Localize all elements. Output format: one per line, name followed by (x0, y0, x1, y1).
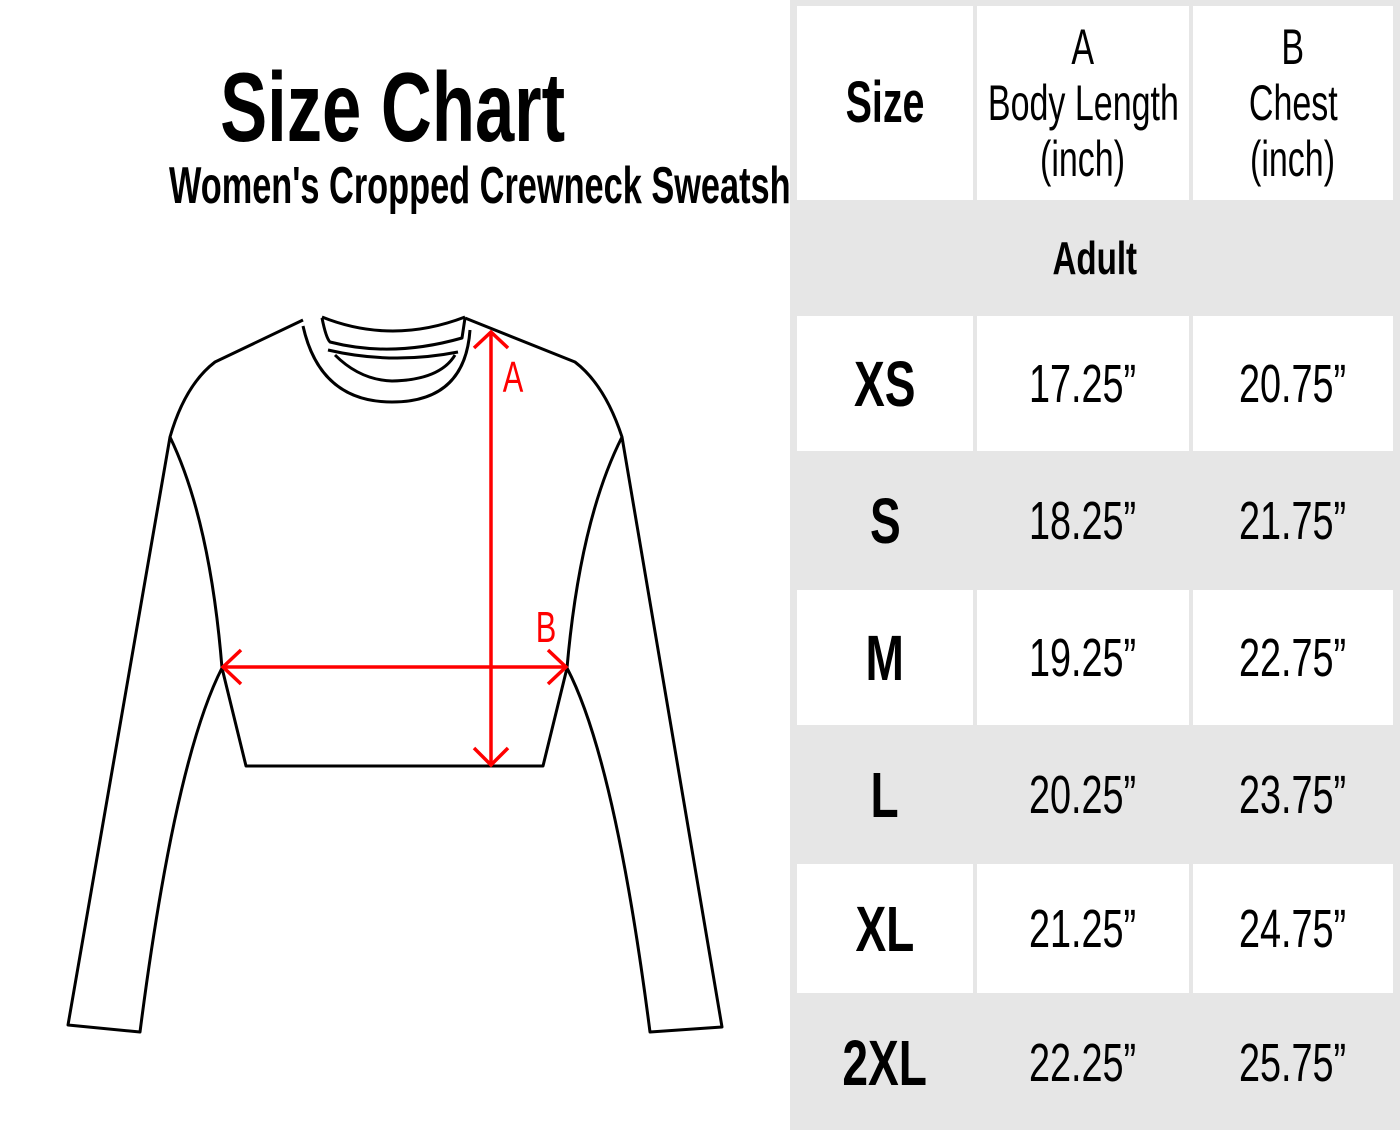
body-length-cell: 19.25” (977, 590, 1189, 725)
cell-text: 25.75” (1239, 1032, 1347, 1093)
body-length-cell: 18.25” (977, 453, 1189, 588)
cell-text: 21.25” (1029, 898, 1137, 959)
body-length-cell: 17.25” (977, 316, 1189, 451)
size-table: Size A Body Length (inch) B Chest (inch)… (790, 0, 1400, 1130)
sweatshirt-outline (66, 315, 724, 1034)
cell-text: XL (855, 892, 915, 965)
size-cell: XL (797, 864, 973, 993)
label-b: B (536, 604, 557, 653)
cell-text: 20.75” (1239, 353, 1347, 414)
cell-text: 21.75” (1239, 490, 1347, 551)
cell-text: M (865, 621, 905, 694)
cell-text: L (870, 758, 900, 831)
cell-text: 2XL (842, 1026, 928, 1099)
sweatshirt-diagram: A B (66, 315, 724, 1034)
chest-cell: 21.75” (1193, 453, 1393, 588)
header-body-length: A Body Length (inch) (977, 6, 1189, 200)
group-adult: Adult (1052, 231, 1138, 284)
header-size: Size (797, 6, 973, 200)
cell-text: XS (854, 347, 916, 420)
chest-cell: 25.75” (1193, 995, 1393, 1130)
size-cell: 2XL (797, 995, 973, 1130)
cell-text: 22.25” (1029, 1032, 1137, 1093)
label-a: A (503, 354, 524, 403)
chest-cell: 23.75” (1193, 727, 1393, 862)
chart-title: Size Chart (219, 52, 566, 162)
chest-cell: 22.75” (1193, 590, 1393, 725)
chest-cell: 24.75” (1193, 864, 1393, 993)
cell-text: 23.75” (1239, 764, 1347, 825)
cell-text: 22.75” (1239, 627, 1347, 688)
body-length-cell: 20.25” (977, 727, 1189, 862)
product-subtitle: Women's Cropped Crewneck Sweatshirt (168, 157, 825, 215)
cell-text: 18.25” (1029, 490, 1137, 551)
cell-text: 19.25” (1029, 627, 1137, 688)
cell-text: S (869, 484, 901, 557)
cell-text: 20.25” (1029, 764, 1137, 825)
size-cell: S (797, 453, 973, 588)
header-chest: B Chest (inch) (1193, 6, 1393, 200)
body-length-cell: 22.25” (977, 995, 1189, 1130)
body-length-cell: 21.25” (977, 864, 1189, 993)
size-cell: L (797, 727, 973, 862)
chest-cell: 20.75” (1193, 316, 1393, 451)
size-cell: M (797, 590, 973, 725)
cell-text: 24.75” (1239, 898, 1347, 959)
size-cell: XS (797, 316, 973, 451)
measurement-arrows (220, 329, 569, 768)
cell-text: 17.25” (1029, 353, 1137, 414)
